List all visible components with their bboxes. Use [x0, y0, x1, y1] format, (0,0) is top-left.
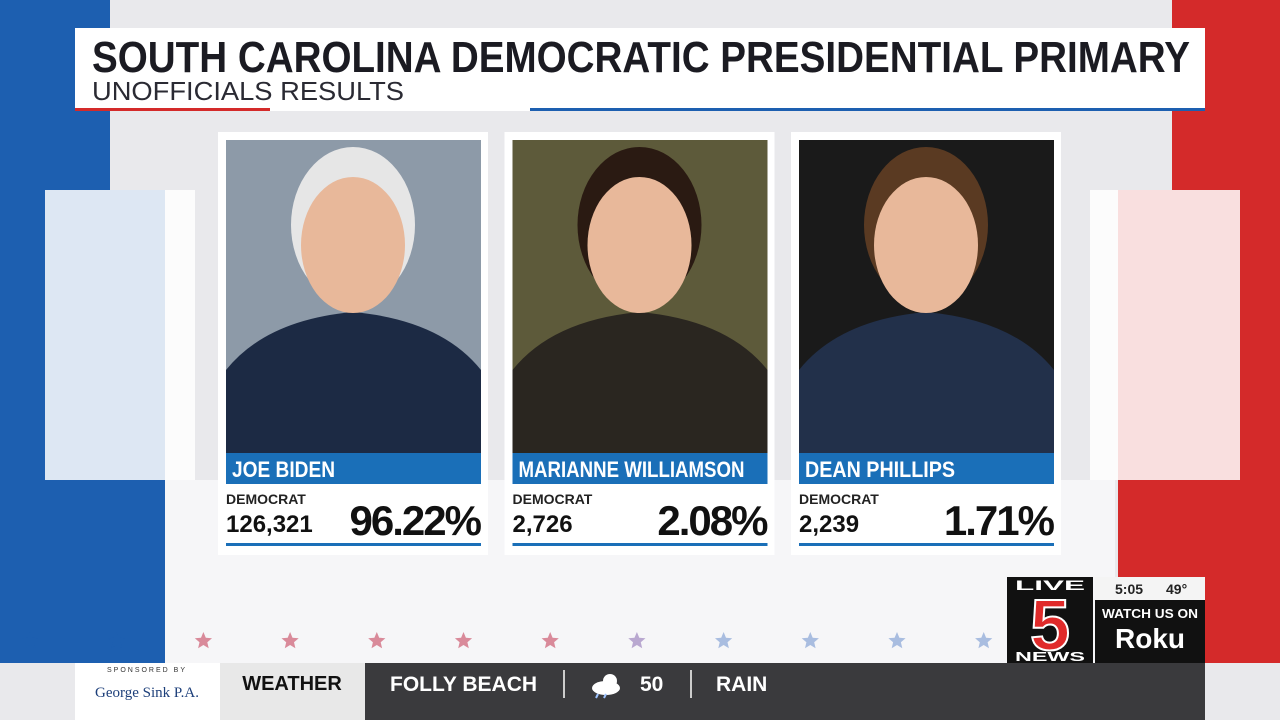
- star: [368, 632, 386, 649]
- promo-text: WATCH US ON: [1102, 606, 1198, 621]
- star: [281, 632, 299, 649]
- ticker-bar: [365, 663, 1205, 720]
- station-logo: [1007, 577, 1093, 663]
- photo-face: [587, 177, 692, 313]
- time: 5:05: [1115, 581, 1143, 597]
- title-bar: [75, 28, 1205, 111]
- photo-face: [301, 177, 405, 313]
- title-accent: [530, 108, 1205, 111]
- subtitle: UNOFFICIALS RESULTS: [92, 76, 404, 106]
- candidate-name: MARIANNE WILLIAMSON: [519, 457, 745, 482]
- candidate-card: MARIANNE WILLIAMSON DEMOCRAT 2,726 2.08%: [504, 132, 775, 555]
- party: DEMOCRAT: [799, 491, 879, 507]
- title-accent: [75, 108, 270, 111]
- vote-count: 2,726: [513, 511, 573, 538]
- card-underline: [799, 543, 1054, 546]
- party: DEMOCRAT: [513, 491, 593, 507]
- vote-percent: 96.22%: [350, 497, 482, 544]
- party: DEMOCRAT: [226, 491, 306, 507]
- section-box: [220, 663, 365, 720]
- candidate-card: JOE BIDEN DEMOCRAT 126,321 96.22%: [218, 132, 488, 555]
- candidate-cards: JOE BIDEN DEMOCRAT 126,321 96.22% MARIANNE W…: [218, 132, 1061, 555]
- name-bar: [226, 453, 481, 484]
- star: [975, 632, 993, 649]
- divider: [690, 670, 692, 698]
- photo-face: [874, 177, 978, 313]
- name-bar: [799, 453, 1054, 484]
- promo-box: [1095, 600, 1205, 663]
- platform-name: Roku: [1115, 623, 1185, 654]
- live-label: LIVE: [1015, 577, 1085, 593]
- vote-count: 126,321: [226, 511, 313, 538]
- star: [194, 632, 212, 649]
- sponsor-name: George Sink P.A.: [95, 685, 199, 701]
- sponsored-label: SPONSORED BY: [107, 667, 187, 674]
- time-weather-box: [1095, 577, 1205, 600]
- candidate-card: DEAN PHILLIPS DEMOCRAT 2,239 1.71%: [791, 132, 1061, 555]
- weather-icon: [592, 674, 620, 699]
- vote-count: 2,239: [799, 511, 859, 538]
- title: SOUTH CAROLINA DEMOCRATIC PRESIDENTIAL P…: [92, 33, 1190, 82]
- star: [454, 632, 473, 649]
- photo-body: [226, 312, 481, 453]
- ticker-condition: RAIN: [716, 673, 767, 696]
- star: [541, 632, 559, 649]
- star: [715, 632, 733, 649]
- candidate-name: JOE BIDEN: [232, 457, 335, 482]
- photo-body: [512, 312, 768, 453]
- vote-percent: 1.71%: [944, 497, 1055, 544]
- photo-body: [799, 312, 1054, 453]
- divider: [563, 670, 565, 698]
- ticker-temperature: 50: [640, 673, 663, 696]
- star: [628, 632, 646, 649]
- channel-number: 5: [1030, 586, 1070, 666]
- card-underline: [512, 543, 768, 546]
- ticker-section: WEATHER: [242, 673, 342, 695]
- vote-percent: 2.08%: [657, 497, 768, 544]
- star: [801, 632, 819, 649]
- sponsor-box: [75, 663, 220, 720]
- white-block: [1090, 190, 1240, 480]
- temperature: 49°: [1166, 581, 1187, 597]
- star: [108, 632, 126, 649]
- name-bar: [512, 453, 768, 484]
- ticker-location: FOLLY BEACH: [390, 673, 537, 696]
- white-block: [45, 190, 195, 480]
- star: [888, 632, 906, 649]
- news-label: NEWS: [1015, 649, 1086, 664]
- candidate-name: DEAN PHILLIPS: [805, 457, 955, 482]
- star: [21, 632, 39, 649]
- card-underline: [226, 543, 481, 546]
